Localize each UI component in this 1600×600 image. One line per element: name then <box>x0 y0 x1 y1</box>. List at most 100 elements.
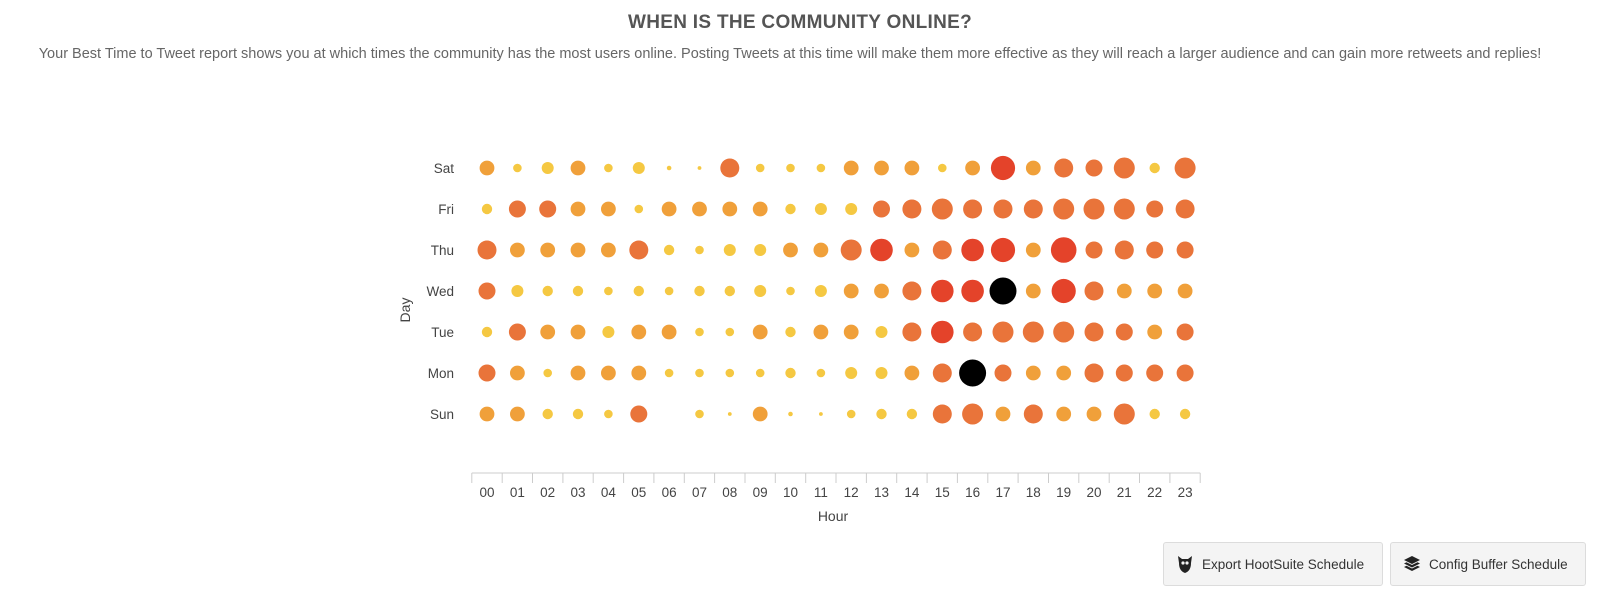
punchcard-dot <box>906 408 918 420</box>
punchcard-dot <box>1085 241 1103 259</box>
x-tick-label: 00 <box>479 485 494 500</box>
x-tick-label: 01 <box>510 485 525 500</box>
x-tick-label: 14 <box>904 485 920 500</box>
config-buffer-button[interactable]: Config Buffer Schedule <box>1390 542 1586 586</box>
punchcard-dot <box>663 244 675 256</box>
x-tick-label: 05 <box>631 485 646 500</box>
x-tick-label: 06 <box>662 485 677 500</box>
punchcard-dot <box>846 409 856 419</box>
punchcard-dot <box>725 327 735 337</box>
punchcard-dot <box>1084 281 1104 301</box>
x-tick-label: 09 <box>753 485 768 500</box>
punchcard-dot <box>572 285 584 297</box>
y-tick-label: Sun <box>430 407 454 422</box>
punchcard-dot <box>634 204 644 214</box>
punchcard-dot <box>752 324 768 340</box>
punchcard-dot <box>1147 283 1163 299</box>
x-tick-label: 19 <box>1056 485 1071 500</box>
owl-icon <box>1176 554 1194 574</box>
punchcard-dot <box>664 286 674 296</box>
punchcard-dot <box>904 242 920 258</box>
punchcard-dot <box>601 365 616 381</box>
punchcard-dot <box>840 239 862 261</box>
punchcard-dot <box>630 405 648 423</box>
punchcard-dot <box>664 368 674 378</box>
punchcard-dot <box>904 365 920 381</box>
punchcard-dot <box>479 160 495 176</box>
punchcard-dot <box>604 163 613 173</box>
punchcard-dot <box>814 285 827 297</box>
y-axis-labels: Sat Fri Thu Wed Tue Mon Sun <box>426 161 454 422</box>
punchcard-dot <box>692 201 707 217</box>
punchcard-dot <box>932 240 952 260</box>
y-tick-label: Thu <box>431 243 454 258</box>
y-tick-label: Fri <box>438 202 454 217</box>
punchcard-dot <box>481 203 493 215</box>
punchcard-dot <box>695 409 704 419</box>
punchcard-dot <box>510 365 525 381</box>
x-tick-label: 11 <box>814 485 828 500</box>
punchcard-dot <box>813 242 829 258</box>
punchcard-dot <box>570 242 586 258</box>
punchcard-dot <box>875 367 888 379</box>
punchcard-dot <box>1054 158 1074 178</box>
punchcard-dot <box>601 201 616 217</box>
punchcard-dot <box>720 158 740 178</box>
punchcard-dot <box>870 238 893 262</box>
punchcard-dot <box>875 326 888 338</box>
punchcard-dot <box>695 327 704 337</box>
punchcard-dot <box>755 368 765 378</box>
punchcard-dot <box>994 364 1012 382</box>
punchcard-dot <box>1174 157 1196 179</box>
punchcard-dot <box>963 199 983 219</box>
punchcard-dot <box>508 323 526 341</box>
punchcard-dot <box>631 324 647 340</box>
punchcard-dot <box>1025 365 1041 381</box>
punchcard-dot <box>752 406 768 422</box>
punchcard-dot <box>508 200 526 218</box>
punchcard-dot <box>631 365 647 381</box>
punchcard-dot <box>1023 199 1043 219</box>
punchcard-dot <box>543 368 552 378</box>
punchcard-dot <box>1085 159 1103 177</box>
punchcard-dot <box>992 321 1014 343</box>
punchcard-dot <box>1149 162 1160 174</box>
config-buffer-label: Config Buffer Schedule <box>1429 556 1568 572</box>
punchcard-dot <box>931 320 954 344</box>
punchcard-dot <box>902 199 922 219</box>
punchcard-dot <box>1176 323 1194 341</box>
punchcard-dot <box>965 160 980 176</box>
x-tick-label: 03 <box>570 485 585 500</box>
punchcard-dot <box>661 201 677 217</box>
punchcard-dot <box>819 412 823 416</box>
punchcard-dot <box>478 364 496 382</box>
punchcard-dot <box>697 166 702 170</box>
x-tick-label: 22 <box>1147 485 1162 500</box>
punchcard-dot <box>754 285 767 297</box>
punchcard-dots <box>477 155 1196 425</box>
export-hootsuite-button[interactable]: Export HootSuite Schedule <box>1163 542 1383 586</box>
x-tick-label: 02 <box>540 485 555 500</box>
punchcard-dot <box>932 363 952 383</box>
punchcard-dot <box>727 412 732 416</box>
punchcard-dot <box>725 368 735 378</box>
punchcard-dot <box>816 368 826 378</box>
x-tick-label: 21 <box>1117 485 1132 500</box>
punchcard-dot <box>1084 363 1104 383</box>
x-tick-label: 17 <box>995 485 1010 500</box>
punchcard-dot <box>1113 157 1135 179</box>
y-tick-label: Tue <box>431 325 454 340</box>
punchcard-dot <box>959 359 987 387</box>
punchcard-dot <box>995 406 1011 422</box>
punchcard-dot <box>1175 199 1195 219</box>
punchcard-dot <box>1147 324 1163 340</box>
punchcard-dot <box>477 240 497 260</box>
punchcard-dot <box>541 162 554 174</box>
punchcard-dot <box>813 324 829 340</box>
layers-icon <box>1403 554 1421 574</box>
y-tick-label: Wed <box>426 284 454 299</box>
punchcard-dot <box>876 408 887 420</box>
punchcard-dot <box>1176 241 1194 259</box>
punchcard-dot <box>539 200 557 218</box>
